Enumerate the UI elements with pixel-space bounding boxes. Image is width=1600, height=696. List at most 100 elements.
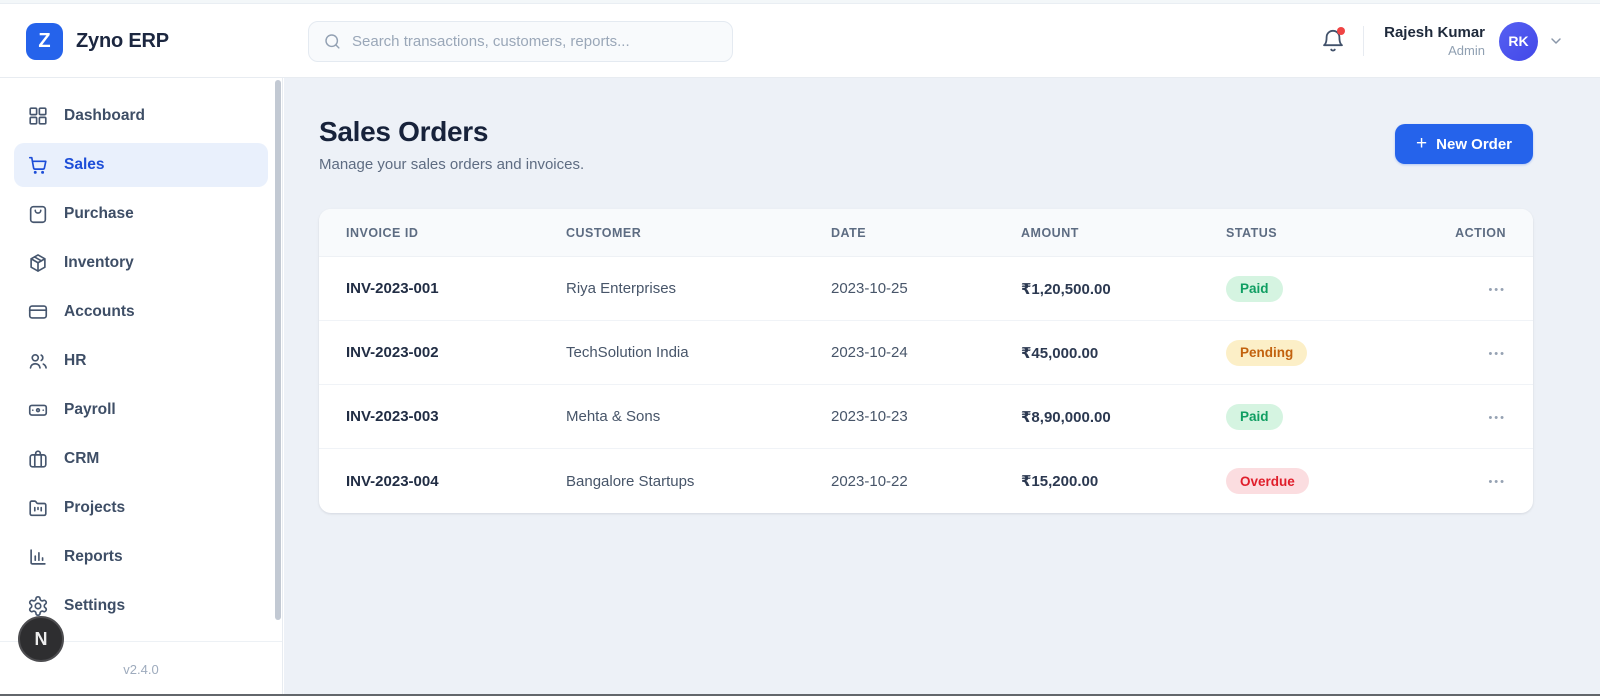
invoice-id-cell: INV-2023-001	[346, 280, 439, 297]
table-row: INV-2023-004 Bangalore Startups 2023-10-…	[319, 449, 1533, 513]
invoice-id-cell: INV-2023-003	[346, 408, 439, 425]
sidebar-item-hr[interactable]: HR	[14, 339, 268, 383]
sidebar-item-label: Payroll	[64, 401, 116, 418]
notification-unread-dot	[1337, 27, 1346, 35]
shopping-bag-icon	[29, 205, 47, 224]
column-header-action: ACTION	[1455, 225, 1506, 240]
package-icon	[30, 254, 46, 272]
avatar[interactable]: RK	[1499, 21, 1538, 61]
status-badge: Paid	[1226, 275, 1283, 302]
notifications-button[interactable]	[1319, 27, 1347, 55]
date-cell: 2023-10-25	[831, 280, 908, 297]
search-input[interactable]	[352, 32, 718, 50]
app-version: v2.4.0	[123, 661, 159, 677]
amount-cell: ₹8,90,000.00	[1021, 408, 1111, 426]
header-right-cluster: Rajesh Kumar Admin RK	[1319, 21, 1600, 61]
page-head-text: Sales Orders Manage your sales orders an…	[319, 116, 584, 173]
sidebar-item-projects[interactable]: Projects	[14, 486, 268, 530]
customer-cell: Riya Enterprises	[566, 280, 677, 297]
date-cell: 2023-10-23	[831, 408, 908, 425]
column-header-invoice-id: INVOICE ID	[346, 225, 419, 240]
search-icon	[325, 33, 340, 49]
users-icon	[29, 353, 47, 369]
action-cell: •••	[1426, 408, 1506, 426]
customer-cell: Bangalore Startups	[566, 472, 695, 490]
action-cell: •••	[1426, 280, 1506, 298]
sidebar-item-settings[interactable]: Settings	[14, 584, 268, 628]
user-info[interactable]: Rajesh Kumar Admin	[1384, 24, 1485, 58]
sidebar-item-label: Settings	[64, 597, 126, 614]
sidebar-item-sales[interactable]: Sales	[14, 143, 268, 187]
app-header: Z Zyno ERP Rajesh Kumar Admin RK	[0, 5, 1600, 78]
sidebar-item-crm[interactable]: CRM	[14, 437, 268, 481]
sidebar-item-purchase[interactable]: Purchase	[14, 192, 268, 236]
brand: Z Zyno ERP	[0, 22, 283, 60]
column-header-status: STATUS	[1226, 225, 1278, 240]
action-cell: •••	[1426, 344, 1506, 362]
status-cell: Overdue	[1226, 468, 1426, 494]
main-content: Sales Orders Manage your sales orders an…	[284, 78, 1600, 696]
sidebar-item-label: CRM	[64, 450, 100, 467]
sidebar-item-payroll[interactable]: Payroll	[14, 388, 268, 432]
status-cell: Pending	[1226, 339, 1426, 366]
user-menu-toggle[interactable]	[1548, 33, 1564, 49]
action-cell: •••	[1426, 472, 1506, 490]
credit-card-icon	[28, 305, 48, 319]
sidebar-footer: v2.4.0	[0, 641, 282, 696]
date-cell: 2023-10-24	[831, 344, 908, 361]
sidebar-item-reports[interactable]: Reports	[14, 535, 268, 579]
chevron-down-icon	[1551, 38, 1561, 44]
row-actions-menu-icon[interactable]: •••	[1488, 476, 1506, 488]
table-row: INV-2023-002 TechSolution India 2023-10-…	[319, 321, 1533, 385]
invoice-id-cell: INV-2023-004	[346, 472, 439, 490]
global-search[interactable]	[308, 20, 733, 62]
sidebar: Dashboard Sales Purchase	[0, 78, 283, 696]
status-badge: Pending	[1226, 339, 1308, 366]
row-actions-menu-icon[interactable]: •••	[1488, 283, 1506, 296]
plus-icon: +	[1416, 132, 1428, 154]
briefcase-icon	[29, 450, 47, 468]
amount-cell: ₹1,20,500.00	[1021, 280, 1111, 298]
bell-icon	[1323, 29, 1344, 52]
brand-name: Zyno ERP	[76, 29, 169, 52]
user-name: Rajesh Kumar	[1384, 24, 1485, 41]
sidebar-scrollbar-thumb[interactable]	[275, 80, 281, 620]
amount-cell: ₹45,000.00	[1021, 344, 1099, 362]
column-header-amount: AMOUNT	[1021, 225, 1079, 240]
folder-kanban-icon	[29, 500, 47, 517]
date-cell: 2023-10-22	[831, 472, 908, 490]
customer-cell: TechSolution India	[566, 344, 689, 361]
row-actions-menu-icon[interactable]: •••	[1488, 411, 1506, 424]
status-cell: Paid	[1226, 403, 1426, 430]
new-order-button[interactable]: + New Order	[1395, 124, 1533, 164]
sidebar-item-label: Inventory	[64, 254, 134, 271]
floating-n-badge[interactable]: N	[18, 616, 64, 662]
gear-icon	[28, 596, 48, 616]
bar-chart-icon	[30, 549, 46, 565]
customer-cell: Mehta & Sons	[566, 408, 661, 425]
table-row: INV-2023-001 Riya Enterprises 2023-10-25…	[319, 257, 1533, 321]
column-header-customer: CUSTOMER	[566, 225, 642, 240]
sidebar-item-accounts[interactable]: Accounts	[14, 290, 268, 334]
sidebar-item-dashboard[interactable]: Dashboard	[14, 94, 268, 138]
row-actions-menu-icon[interactable]: •••	[1488, 347, 1506, 360]
status-cell: Paid	[1226, 275, 1426, 302]
status-badge: Paid	[1226, 403, 1283, 430]
orders-table-header: INVOICE ID CUSTOMER DATE AMOUNT STATUS A…	[319, 209, 1533, 257]
sidebar-item-inventory[interactable]: Inventory	[14, 241, 268, 285]
dashboard-grid-icon	[29, 107, 47, 125]
banknote-icon	[28, 404, 48, 416]
orders-table-card: INVOICE ID CUSTOMER DATE AMOUNT STATUS A…	[319, 209, 1533, 513]
user-role: Admin	[1448, 43, 1485, 58]
header-divider	[1363, 26, 1365, 56]
table-row: INV-2023-003 Mehta & Sons 2023-10-23 ₹8,…	[319, 385, 1533, 449]
shopping-cart-icon	[28, 156, 47, 174]
sidebar-item-label: Projects	[64, 499, 126, 516]
page-head: Sales Orders Manage your sales orders an…	[284, 78, 1600, 173]
status-badge: Overdue	[1226, 468, 1309, 494]
sidebar-item-label: Accounts	[64, 303, 135, 320]
sidebar-nav: Dashboard Sales Purchase	[0, 78, 282, 649]
column-header-date: DATE	[831, 225, 867, 240]
page-title: Sales Orders	[319, 116, 489, 147]
sidebar-item-label: Purchase	[64, 205, 134, 222]
